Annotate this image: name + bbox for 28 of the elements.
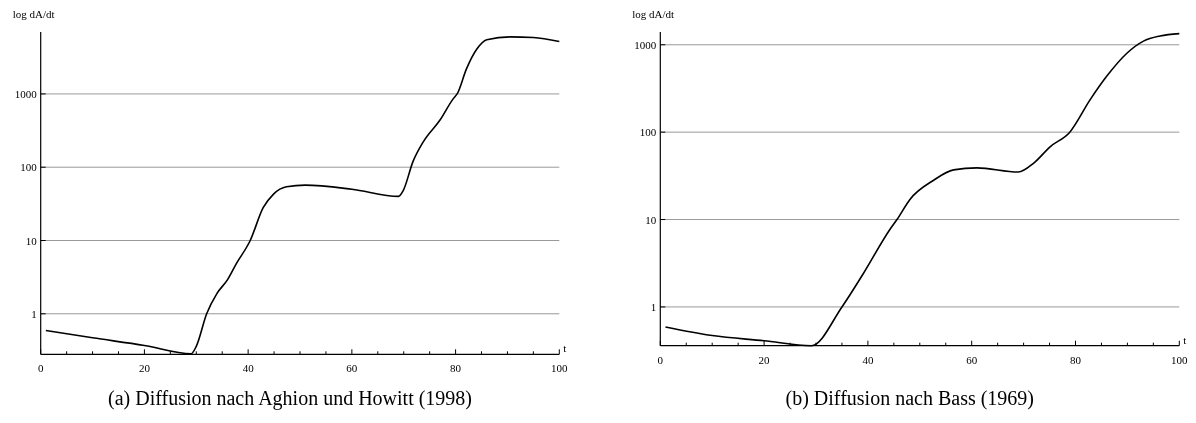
x-tick-label: 60 [346, 362, 358, 375]
x-tick-label: 100 [551, 362, 569, 375]
x-tick-label: 20 [758, 353, 771, 366]
y-tick-label: 1000 [634, 38, 657, 51]
y-tick-label: 100 [639, 126, 657, 139]
x-tick-label: 100 [1171, 353, 1189, 366]
x-tick-label: 0 [657, 353, 664, 366]
x-axis-title: t [563, 342, 567, 355]
x-axis-title: t [1183, 333, 1187, 346]
x-tick-label: 0 [37, 362, 44, 375]
x-tick-label: 60 [966, 353, 978, 366]
y-tick-label: 1 [31, 307, 37, 320]
x-tick-label: 80 [450, 362, 462, 375]
y-tick-label: 100 [20, 161, 38, 174]
line-series [45, 36, 561, 355]
text: (b) Diffusion nach Bass (1969) [785, 387, 1035, 410]
x-tick-label: 40 [242, 362, 255, 375]
x-tick-label: 80 [1070, 353, 1082, 366]
y-tick-label: 1000 [14, 87, 38, 100]
line-series [664, 32, 1181, 347]
y-axis-title: log dA/dt [632, 8, 675, 20]
y-tick-label: 10 [645, 213, 657, 226]
y-tick-label: 1 [650, 300, 657, 313]
y-tick-label: 10 [25, 234, 38, 247]
y-axis-title: log dA/dt [12, 8, 55, 20]
x-tick-label: 40 [862, 353, 874, 366]
text: (a) Diffusion nach Aghion und Howitt (1998) [107, 387, 473, 410]
x-tick-label: 20 [138, 362, 151, 375]
